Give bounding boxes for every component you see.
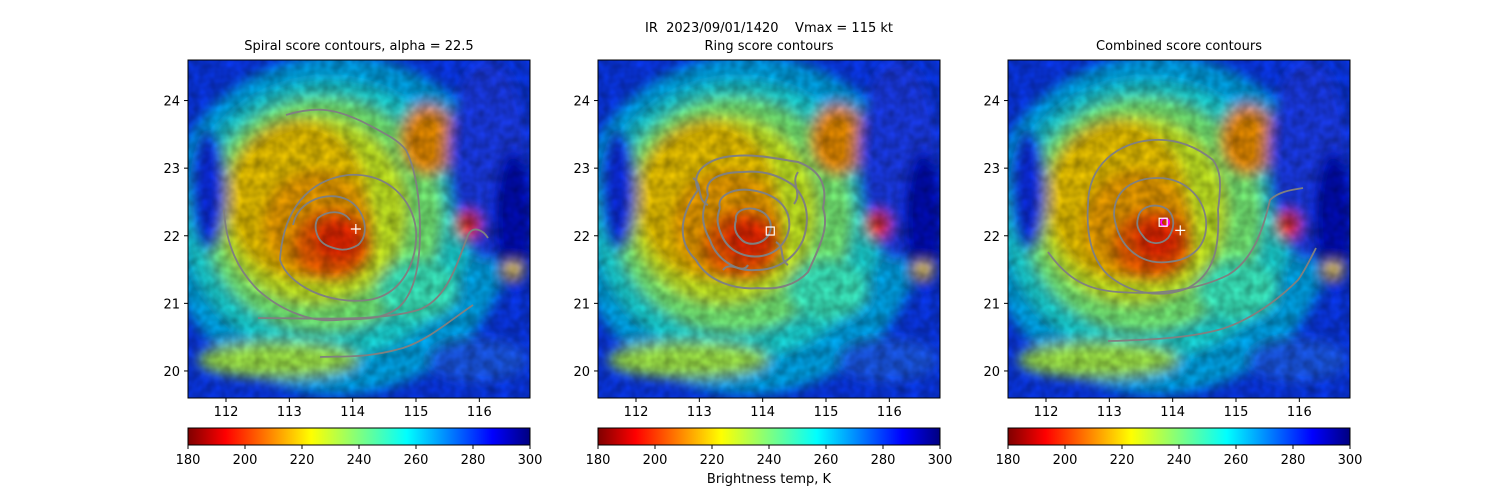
contour-line (1086, 138, 1221, 295)
colorbar-tick-label: 300 (1338, 453, 1363, 468)
x-tick-label: 113 (1097, 405, 1122, 420)
colorbar-tick-label: 180 (176, 453, 201, 468)
colorbar-label: Brightness temp, K (706, 472, 832, 487)
colorbar-tick-label: 300 (928, 453, 953, 468)
x-tick-label: 114 (1160, 405, 1185, 420)
axes-frame (187, 59, 531, 399)
center-square-marker (1158, 217, 1168, 227)
y-tick-label: 23 (573, 162, 590, 177)
y-tick-label: 23 (163, 162, 180, 177)
colorbar-tick-label: 200 (1053, 453, 1078, 468)
contour-line (716, 188, 791, 258)
heatmap-image (163, 55, 533, 398)
colorbar-tick-label: 300 (518, 453, 543, 468)
contour-line (319, 304, 474, 358)
colorbar-tick-label: 240 (1167, 453, 1192, 468)
panel-3-title: Combined score contours (1096, 39, 1262, 54)
y-tick-label: 21 (573, 297, 590, 312)
contour-line (1107, 247, 1317, 342)
colorbar-1: 180 200 220 240 260 280 300 (176, 427, 543, 468)
colorbar-gradient (188, 428, 530, 445)
x-tick-label: 115 (404, 405, 429, 420)
heatmap-image (983, 55, 1353, 398)
contour-line (1047, 187, 1304, 294)
center-plus-marker (350, 224, 361, 234)
y-tick-label: 20 (573, 365, 590, 380)
colorbar-tick-label: 220 (1110, 453, 1135, 468)
panel-combined: 112 113 114 115 116 20 21 22 23 24 (983, 55, 1353, 420)
x-tick-label: 113 (687, 405, 712, 420)
heatmap-image (573, 55, 943, 398)
panel-1-title: Spiral score contours, alpha = 22.5 (244, 39, 474, 54)
y-tick-label: 23 (983, 162, 1000, 177)
x-tick-label: 112 (214, 405, 239, 420)
colorbar-3: 180 200 220 240 260 280 300 (996, 427, 1363, 468)
contour-line (702, 170, 808, 272)
brightness-field (573, 55, 943, 398)
contour-group (223, 108, 489, 358)
axes-frame (1007, 59, 1351, 399)
x-tick-label: 114 (750, 405, 775, 420)
center-plus-marker (1175, 225, 1186, 236)
colorbar-tick-label: 200 (233, 453, 258, 468)
x-tick-label: 112 (624, 405, 649, 420)
x-tick-label: 115 (814, 405, 839, 420)
colorbar-tick-label: 200 (643, 453, 668, 468)
colorbar-gradient (1008, 428, 1350, 445)
brightness-field (983, 55, 1353, 398)
panel-spiral: 112 113 114 115 116 20 21 22 23 24 (163, 55, 533, 420)
y-tick-label: 21 (983, 297, 1000, 312)
colorbar-tick-label: 240 (757, 453, 782, 468)
panel-2-title: Ring score contours (704, 39, 834, 54)
colorbar-tick-label: 280 (871, 453, 896, 468)
contour-line (733, 207, 772, 245)
y-tick-label: 22 (573, 230, 590, 245)
contour-line (681, 154, 827, 290)
colorbar-tick-label: 280 (1281, 453, 1306, 468)
contour-line (1113, 177, 1207, 264)
x-tick-label: 113 (277, 405, 302, 420)
colorbar-tick-label: 280 (461, 453, 486, 468)
y-tick-label: 24 (163, 95, 180, 110)
colorbar-tick-label: 260 (404, 453, 429, 468)
y-tick-label: 24 (983, 95, 1000, 110)
colorbar-tick-label: 220 (290, 453, 315, 468)
contour-line (692, 171, 799, 271)
colorbar-tick-label: 240 (347, 453, 372, 468)
colorbar-2: 180 200 220 240 260 280 300 (586, 427, 953, 468)
contour-line (292, 195, 366, 251)
y-tick-label: 22 (983, 230, 1000, 245)
contour-line (223, 108, 421, 322)
x-tick-label: 112 (1034, 405, 1059, 420)
y-tick-label: 20 (163, 365, 180, 380)
colorbar-tick-label: 220 (700, 453, 725, 468)
x-tick-label: 115 (1224, 405, 1249, 420)
brightness-field (163, 55, 533, 398)
contour-line (1136, 204, 1175, 244)
x-tick-label: 116 (1287, 405, 1312, 420)
contour-line (257, 228, 489, 320)
colorbar-tick-label: 260 (814, 453, 839, 468)
y-tick-label: 20 (983, 365, 1000, 380)
y-tick-label: 24 (573, 95, 590, 110)
colorbar-tick-label: 180 (586, 453, 611, 468)
y-tick-label: 21 (163, 297, 180, 312)
x-tick-label: 116 (877, 405, 902, 420)
colorbar-gradient (598, 428, 940, 445)
center-square-marker (765, 226, 775, 236)
panel-ring: 112 113 114 115 116 20 21 22 23 24 (573, 55, 943, 420)
colorbar-tick-label: 180 (996, 453, 1021, 468)
contour-line (279, 174, 418, 302)
x-tick-label: 116 (467, 405, 492, 420)
colorbar-tick-label: 260 (1224, 453, 1249, 468)
x-tick-label: 114 (340, 405, 365, 420)
contour-group (1047, 138, 1317, 342)
axes-frame (597, 59, 941, 399)
contour-group (681, 154, 827, 290)
figure-suptitle: IR 2023/09/01/1420 Vmax = 115 kt (645, 21, 893, 36)
y-tick-label: 22 (163, 230, 180, 245)
